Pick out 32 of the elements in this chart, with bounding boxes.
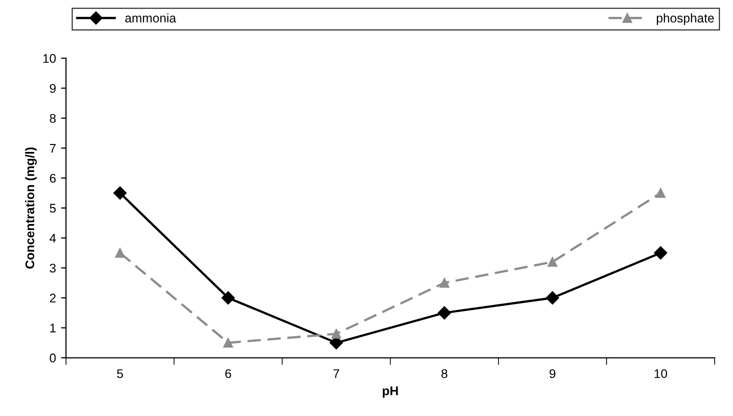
x-axis-title: pH xyxy=(382,386,398,398)
x-tick-label: 10 xyxy=(654,369,668,378)
x-tick-label: 5 xyxy=(117,369,123,378)
point xyxy=(223,338,234,348)
y-tick-label: 1 xyxy=(50,324,56,332)
y-tick-label: 7 xyxy=(50,144,56,153)
point xyxy=(548,257,558,267)
point xyxy=(546,291,560,304)
y-tick-label: 8 xyxy=(50,114,56,123)
y-tick-label: 3 xyxy=(50,264,56,273)
y-axis-title: Concentration (mg/l) xyxy=(25,148,37,269)
point xyxy=(331,328,342,339)
x-tick-label: 8 xyxy=(441,369,448,378)
point xyxy=(440,278,450,288)
point xyxy=(222,291,235,304)
y-tick-label: 9 xyxy=(50,84,56,93)
y-tick-label: 5 xyxy=(50,204,56,213)
legend-label: phosphate xyxy=(656,13,714,25)
point xyxy=(438,306,451,320)
y-tick-label: 4 xyxy=(50,234,56,242)
x-tick-label: 9 xyxy=(550,369,556,378)
point xyxy=(654,246,668,260)
x-tick-label: 7 xyxy=(333,369,340,378)
legend-label: ammonia xyxy=(125,13,176,23)
point xyxy=(113,186,127,200)
point xyxy=(115,248,125,258)
y-tick-label: 2 xyxy=(50,294,56,302)
y-tick-label: 0 xyxy=(50,354,56,362)
y-tick-label: 10 xyxy=(43,54,56,63)
x-tick-label: 6 xyxy=(225,369,232,378)
point xyxy=(656,188,666,198)
y-tick-label: 6 xyxy=(50,174,56,183)
